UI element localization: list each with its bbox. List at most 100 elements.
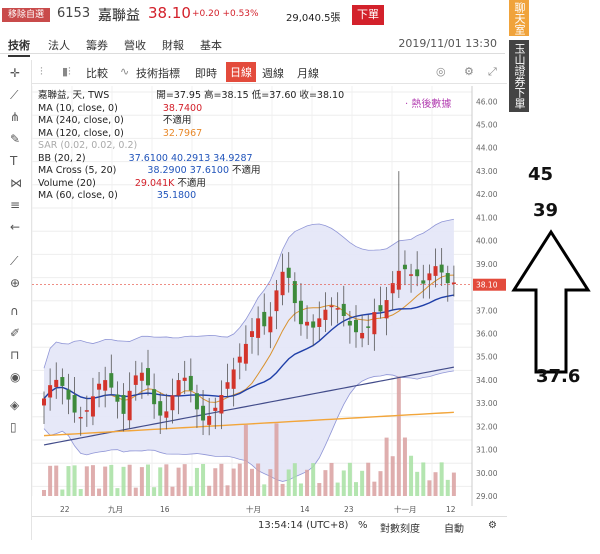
candle-body — [103, 380, 108, 391]
price-tick-label: 42.00 — [476, 190, 498, 199]
fullscreen-icon[interactable]: ⤢ — [488, 65, 497, 78]
zoom-icon[interactable]: ⊕ — [10, 276, 21, 290]
volume-bar — [451, 472, 456, 496]
remove-watchlist-badge[interactable]: 移除自選 — [2, 8, 50, 22]
candle-icon[interactable]: ▮ — [62, 65, 69, 78]
candle-body — [188, 375, 193, 391]
period-daily[interactable]: 日線 — [226, 62, 256, 82]
last-price-tag — [473, 278, 506, 291]
volume-bar — [139, 467, 144, 496]
tab-margin[interactable]: 籌券 — [86, 39, 108, 52]
period-monthly[interactable]: 月線 — [297, 67, 319, 80]
tab-technical[interactable]: 技術 — [8, 37, 30, 57]
layers-icon[interactable]: ◈ — [10, 398, 20, 412]
candle-body — [451, 282, 456, 284]
candle-body — [207, 416, 212, 425]
volume-bar — [42, 490, 46, 496]
lock-icon[interactable]: ⊓ — [10, 348, 20, 362]
price-chart[interactable]: 46.00 45.00 44.00 43.00 42.00 41.00 40.00 39.00… — [32, 86, 507, 516]
back-arrow-icon[interactable]: ← — [10, 220, 21, 234]
magnet-icon[interactable]: ∩ — [10, 304, 19, 318]
volume-bar — [402, 437, 407, 496]
broker-order-tab[interactable]: 玉山證券下單 — [509, 40, 529, 112]
volume-bar — [409, 455, 414, 496]
tab-basic[interactable]: 基本 — [200, 39, 222, 52]
candle-body — [298, 300, 303, 325]
bar-style-icon[interactable]: ⫶ — [40, 65, 43, 78]
time-axis: 22 九月 16 十月 14 23 十一月 12 — [60, 504, 456, 514]
indicator-icon[interactable]: ∿ — [120, 65, 130, 78]
tab-institutional[interactable]: 法人 — [48, 39, 70, 52]
settings-icon[interactable]: ⚙ — [488, 520, 497, 531]
clock: 13:54:14 (UTC+8) — [258, 520, 349, 531]
chart-statusbar: 13:54:14 (UTC+8) % 對數刻度 自動 ⚙ — [32, 516, 507, 535]
tab-revenue[interactable]: 營收 — [124, 39, 146, 52]
volume-bar — [97, 488, 102, 496]
price-tick-label: 30.00 — [476, 469, 498, 478]
legend-sar[interactable]: SAR (0.02, 0.02, 0.2) — [38, 140, 138, 151]
fork-icon[interactable]: ⋔ — [10, 110, 21, 124]
price-tick-label: 45.00 — [476, 121, 498, 130]
volume-bar — [219, 463, 224, 496]
candle-body — [280, 271, 285, 296]
hot-data-badge[interactable]: ‧ 熱後數據 — [405, 99, 452, 110]
compare-icon[interactable]: ⫶ — [68, 65, 71, 78]
volume-bar — [84, 466, 89, 496]
chatroom-tab[interactable]: 聊天室 — [509, 0, 529, 36]
volume-bar — [421, 462, 426, 496]
legend-volume[interactable]: Volume (20) — [38, 177, 96, 189]
legend-bb[interactable]: BB (20, 2) — [38, 152, 86, 164]
time-tick-label: 23 — [344, 505, 354, 514]
volume-bar — [433, 472, 438, 496]
trendline-icon[interactable]: ⟋ — [10, 88, 19, 102]
text-icon[interactable]: T — [10, 154, 18, 168]
percent-toggle[interactable]: % — [358, 520, 368, 531]
volume-bar — [360, 470, 365, 496]
candle-body — [176, 380, 181, 396]
eye-icon[interactable]: ◉ — [10, 370, 21, 384]
crosshair-icon[interactable]: ✛ — [10, 66, 21, 80]
candle-body — [323, 309, 328, 320]
auto-scale-toggle[interactable]: 自動 — [444, 524, 464, 535]
volume-bar — [390, 456, 395, 496]
legend-macross[interactable]: MA Cross (5, 20) — [38, 165, 117, 176]
candle-body — [201, 405, 206, 421]
nav-tabs: 技術 法人 籌券 營收 財報 基本 2019/11/01 13:30 — [0, 32, 505, 57]
indicators-button[interactable]: 技術指標 — [136, 67, 180, 80]
ruler-icon[interactable]: ⟋ — [10, 254, 19, 268]
volume-bars — [42, 376, 456, 496]
legend-ma240-value: 不適用 — [162, 115, 192, 126]
legend-high: 高=38.15 — [204, 90, 249, 101]
settings-icon[interactable]: ⚙ — [464, 65, 474, 78]
order-button[interactable]: 下單 — [352, 5, 384, 25]
brush-icon[interactable]: ✎ — [10, 132, 21, 146]
camera-icon[interactable]: ◎ — [436, 65, 446, 78]
volume-bar — [158, 467, 163, 496]
period-weekly[interactable]: 週線 — [262, 67, 284, 80]
compare-button[interactable]: 比較 — [86, 67, 108, 80]
price-tick-label: 34.00 — [476, 376, 498, 385]
candle-body — [372, 312, 377, 335]
drawing-toolbar: ✛ ⟋ ⋔ ✎ T ⋈ ≡ ← ⟋ ⊕ ∩ ✐ ⊓ ◉ ◈ ▯ — [0, 60, 32, 540]
candle-body — [237, 356, 242, 363]
legend-ma60[interactable]: MA (60, close, 0) — [38, 190, 118, 201]
candle-body — [329, 305, 334, 308]
volume-bar — [378, 471, 383, 496]
pattern-icon[interactable]: ⋈ — [10, 176, 22, 190]
pencil-lock-icon[interactable]: ✐ — [10, 326, 21, 340]
candle-body — [439, 264, 444, 273]
candle-body — [409, 274, 414, 276]
tab-financials[interactable]: 財報 — [162, 39, 184, 52]
log-scale-toggle[interactable]: 對數刻度 — [380, 524, 420, 535]
legend-close: 收=38.10 — [299, 90, 345, 101]
price-tick-label: 46.00 — [476, 97, 498, 106]
time-tick-label: 22 — [60, 505, 70, 514]
period-realtime[interactable]: 即時 — [195, 67, 217, 80]
legend-ma10[interactable]: MA (10, close, 0) — [38, 102, 118, 114]
legend-macross-values: 38.2900 37.6100 — [147, 165, 229, 176]
volume-bar — [225, 485, 230, 496]
trash-icon[interactable]: ▯ — [10, 420, 17, 434]
legend-ma120[interactable]: MA (120, close, 0) — [38, 127, 124, 139]
fib-icon[interactable]: ≡ — [10, 198, 21, 212]
legend-ma240[interactable]: MA (240, close, 0) — [38, 115, 124, 126]
